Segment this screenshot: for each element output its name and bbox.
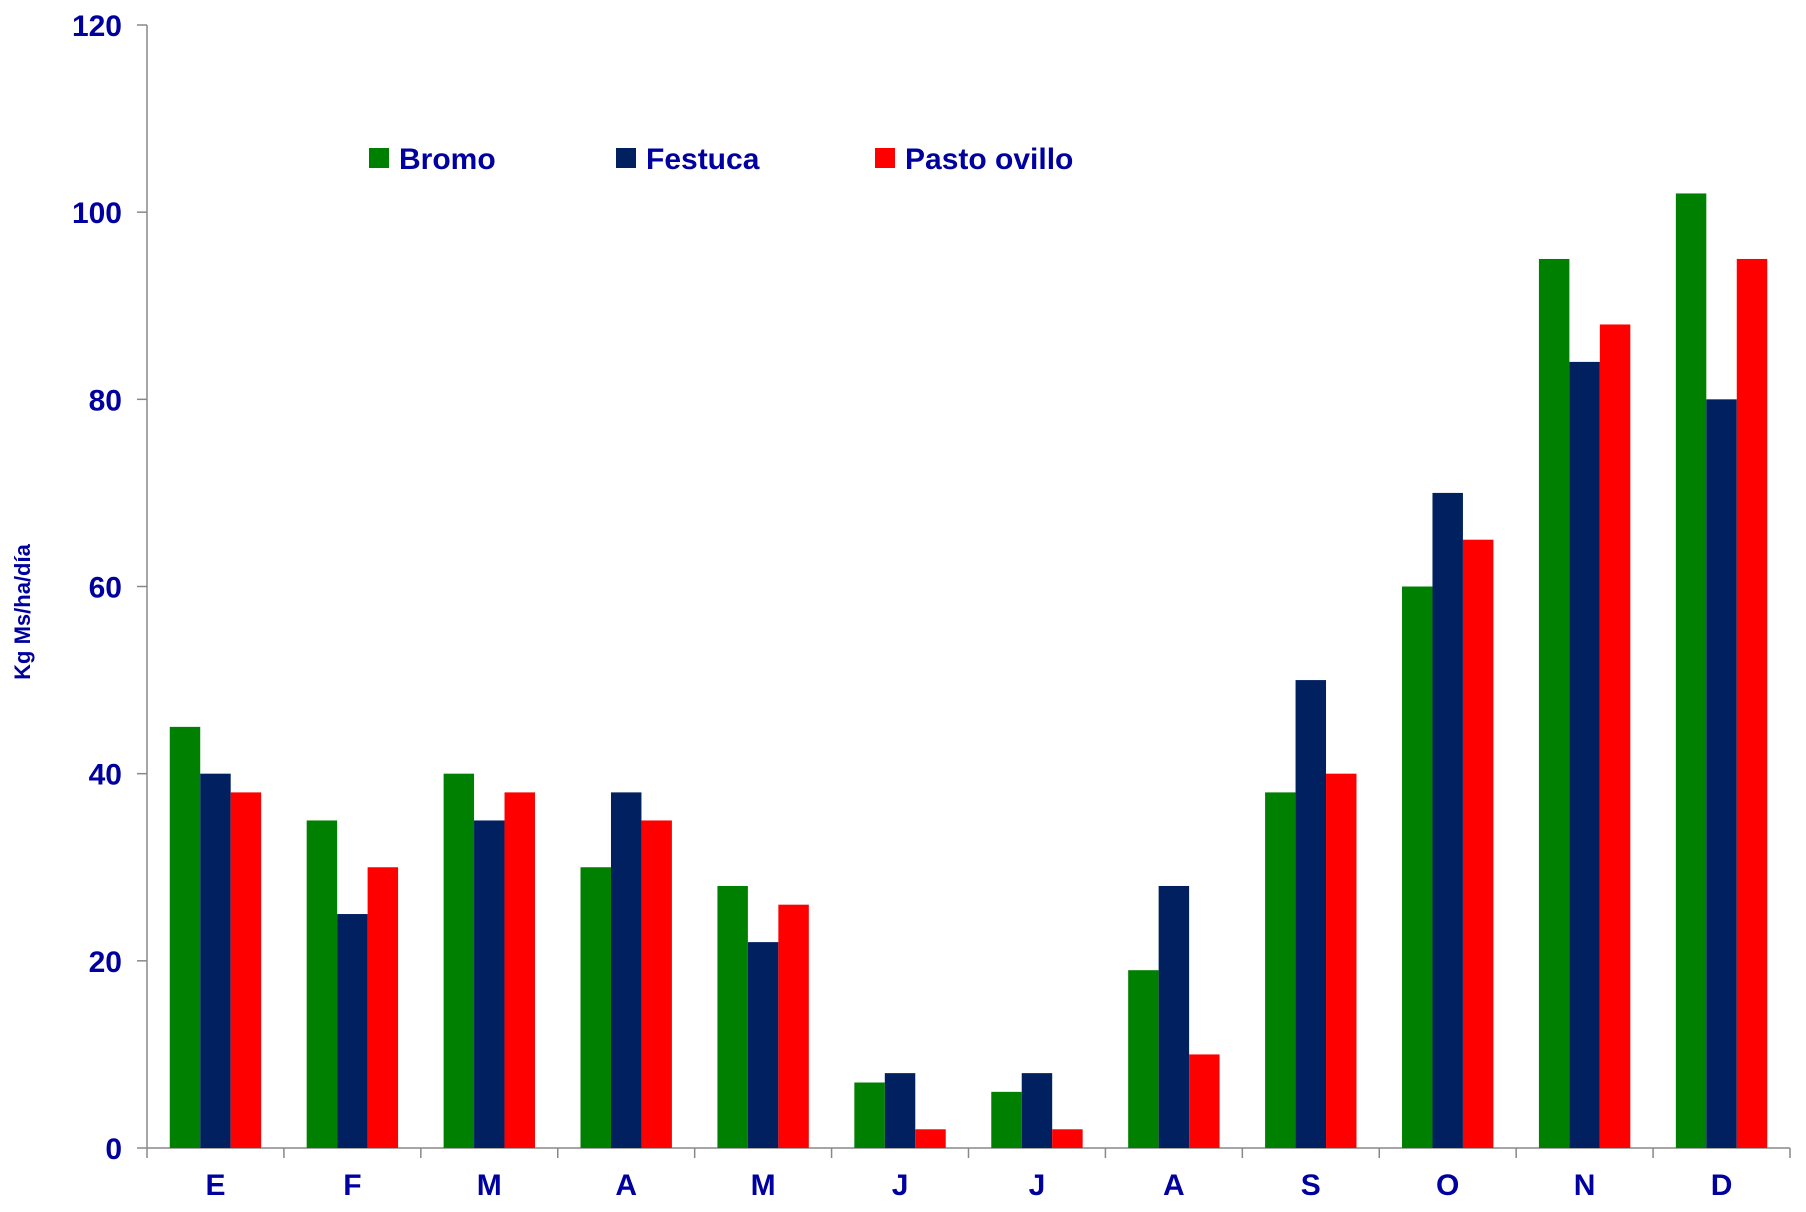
bar-pasto-ovillo <box>1052 1129 1083 1148</box>
x-tick-label: E <box>205 1169 225 1202</box>
x-tick-label: J <box>892 1169 909 1202</box>
bar-festuca <box>1706 399 1737 1148</box>
legend-swatch <box>875 148 895 168</box>
bar-pasto-ovillo <box>230 792 262 1148</box>
bar-bromo <box>1265 792 1296 1148</box>
bar-festuca <box>747 942 779 1148</box>
x-tick-label: D <box>1711 1169 1733 1202</box>
x-tick-label: A <box>615 1169 637 1202</box>
legend-label: Festuca <box>646 143 760 176</box>
bar-pasto-ovillo <box>1736 258 1768 1148</box>
x-tick-label: J <box>1029 1169 1046 1202</box>
bar-pasto-ovillo <box>367 867 399 1148</box>
bar-bromo <box>306 820 338 1148</box>
bar-bromo <box>1402 586 1433 1148</box>
legend-label: Bromo <box>399 143 496 176</box>
bars <box>169 193 1768 1149</box>
bar-bromo <box>169 726 201 1148</box>
bar-festuca <box>884 1073 916 1148</box>
bar-pasto-ovillo <box>778 904 809 1148</box>
bar-bromo <box>1538 258 1570 1148</box>
bar-festuca <box>474 820 505 1148</box>
bar-bromo <box>580 867 611 1148</box>
x-tick-label: M <box>751 1169 776 1202</box>
y-tick-label: 80 <box>89 384 122 417</box>
y-tick-label: 100 <box>72 197 122 230</box>
bar-bromo <box>854 1082 885 1148</box>
bar-bromo <box>991 1091 1022 1148</box>
bar-festuca <box>610 792 642 1148</box>
bar-bromo <box>1128 970 1159 1148</box>
y-tick-label: 120 <box>72 10 122 43</box>
bar-pasto-ovillo <box>1462 539 1494 1148</box>
bar-pasto-ovillo <box>641 820 672 1148</box>
bar-festuca <box>200 773 231 1148</box>
legend-swatch <box>616 148 636 168</box>
bar-festuca <box>337 914 368 1148</box>
x-tick-label: M <box>477 1169 502 1202</box>
y-tick-label: 40 <box>89 759 122 792</box>
bar-pasto-ovillo <box>915 1129 946 1148</box>
bar-pasto-ovillo <box>1189 1054 1220 1148</box>
y-tick-label: 60 <box>89 572 122 605</box>
x-tick-label: F <box>343 1169 361 1202</box>
bar-bromo <box>443 773 475 1148</box>
bar-bromo <box>717 885 748 1148</box>
y-axis: 0 20 40 60 80 100 120 <box>72 10 148 1166</box>
y-tick-label: 0 <box>105 1133 122 1166</box>
x-tick-label: O <box>1436 1169 1459 1202</box>
x-tick-label: N <box>1574 1169 1596 1202</box>
x-tick-label: A <box>1163 1169 1185 1202</box>
y-tick-label: 20 <box>89 946 122 979</box>
legend-swatch <box>369 148 389 168</box>
bar-festuca <box>1295 680 1327 1148</box>
x-tick-label: S <box>1301 1169 1321 1202</box>
bar-festuca <box>1569 361 1600 1148</box>
bar-festuca <box>1432 492 1463 1149</box>
bar-festuca <box>1158 885 1190 1148</box>
y-axis-label: Kg Ms/ha/día <box>10 543 35 679</box>
legend: Bromo Festuca Pasto ovillo <box>369 143 1073 176</box>
bar-bromo <box>1675 193 1707 1148</box>
legend-label: Pasto ovillo <box>905 143 1073 176</box>
bar-festuca <box>1021 1073 1053 1148</box>
bar-pasto-ovillo <box>504 792 535 1148</box>
bar-pasto-ovillo <box>1326 773 1357 1148</box>
bar-pasto-ovillo <box>1599 324 1631 1148</box>
